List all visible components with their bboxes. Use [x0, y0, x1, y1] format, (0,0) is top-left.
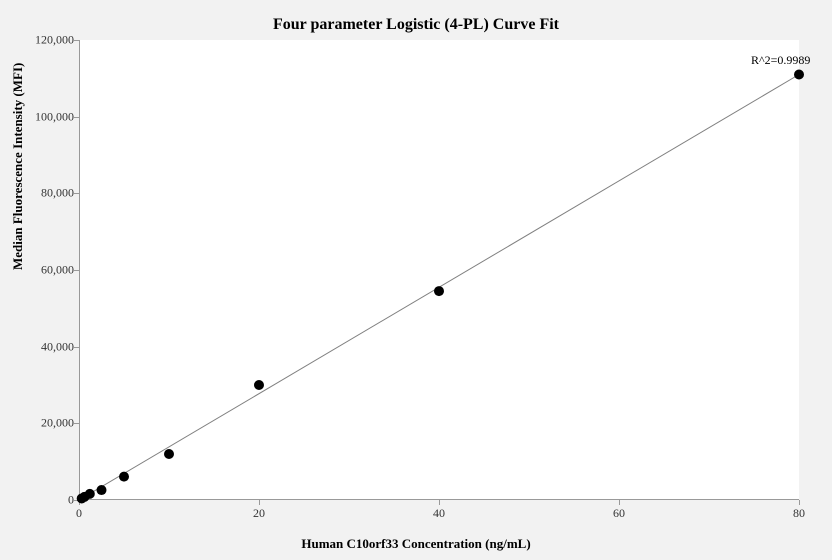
ytick-label: 100,000 — [35, 109, 74, 124]
xtick-label: 20 — [253, 506, 265, 521]
ytick-label: 80,000 — [41, 186, 74, 201]
xtick-label: 60 — [613, 506, 625, 521]
data-point — [794, 70, 804, 80]
xtick-mark — [799, 500, 800, 505]
xtick-mark — [259, 500, 260, 505]
plot-svg — [79, 40, 799, 500]
xtick-mark — [439, 500, 440, 505]
ytick-label: 20,000 — [41, 416, 74, 431]
data-point — [164, 449, 174, 459]
data-point — [97, 485, 107, 495]
chart-container: Four parameter Logistic (4-PL) Curve Fit… — [0, 0, 832, 560]
xtick-label: 40 — [433, 506, 445, 521]
ytick-label: 40,000 — [41, 339, 74, 354]
xtick-label: 80 — [793, 506, 805, 521]
y-axis-label: Median Fluorescence Intensity (MFI) — [10, 63, 26, 270]
data-point — [119, 472, 129, 482]
annotation-text: R^2=0.9989 — [751, 53, 810, 67]
xtick-label: 0 — [76, 506, 82, 521]
ytick-label: 60,000 — [41, 263, 74, 278]
x-axis-label: Human C10orf33 Concentration (ng/mL) — [301, 536, 530, 552]
xtick-mark — [619, 500, 620, 505]
ytick-label: 120,000 — [35, 33, 74, 48]
data-point — [85, 489, 95, 499]
data-point — [254, 380, 264, 390]
data-point — [434, 286, 444, 296]
chart-title: Four parameter Logistic (4-PL) Curve Fit — [273, 16, 559, 34]
r-squared-annotation: R^2=0.9989 — [751, 53, 810, 68]
